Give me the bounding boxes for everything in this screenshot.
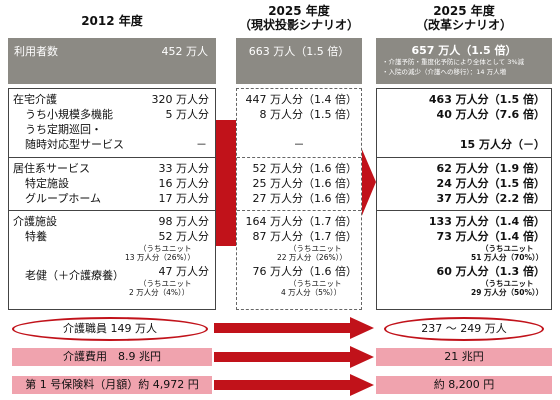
table-2012: 在宅介護 320 万人分 うち小規模多機能 5 万人分 うち定期巡回・ 随時対応… [8,88,216,310]
users-label: 利用者数 [14,45,58,58]
users-2012-cell: 利用者数 452 万人 [8,38,216,84]
header-2012: 2012 年度 [81,14,143,28]
tokuyo-label: 特養 [25,230,47,243]
roken-unit-2012: 2 万人分（4%）） [129,288,190,297]
tokuyo-2025a: 87 万人分（1.7 倍） [252,230,357,243]
table-2025-reform: 463 万人分（1.5 倍） 40 万人分（7.6 倍） 15 万人分（－） 6… [376,88,552,310]
premium-2012: 第 1 号保険料（月額）約 4,972 円 [12,376,212,394]
header-2025a-year: 2025 年度 [268,4,330,18]
tokuyo-unit-2025b: 51 万人分（70%）） [471,253,544,262]
users-2025a-cell: 663 万人（1.5 倍） [236,38,362,84]
tokuyo-unit-2025a: 22 万人分（26%）） [277,253,347,262]
roken-label: 老健（＋介護療養） [25,269,124,282]
tokuyo-unit-label-2012: （うちユニット [139,244,192,253]
premium-arrow [214,374,374,396]
premium-2025: 約 8,200 円 [376,376,552,394]
periodic-2012: － [196,138,207,151]
facility-label: 介護施設 [13,215,57,228]
tokuyo-2012: 52 万人分 [158,230,210,243]
residential-2012: 33 万人分 [158,162,210,175]
facility-2012: 98 万人分 [158,215,210,228]
home-2025b: 463 万人分（1.5 倍） [428,93,545,106]
divider [237,210,361,211]
specified-2025b: 24 万人分（1.5 倍） [436,177,545,190]
cost-2025: 21 兆円 [376,348,552,366]
roken-unit-label-2012: （うちユニット [139,279,192,288]
small-multi-2025b: 40 万人分（7.6 倍） [436,108,545,121]
roken-unit-2025b: 29 万人分（50%）） [471,288,544,297]
cost-2012: 介護費用 8.9 兆円 [12,348,212,366]
tokuyo-2025b: 73 万人分（1.4 倍） [436,230,545,243]
staff-2025: 237 ～ 249 万人 [384,317,544,341]
users-2025a-value: 663 万人（1.5 倍） [248,45,350,58]
users-2025b-cell: 657 万人（1.5 倍） ・介護予防・重度化予防により全体として 3%減 ・入… [376,38,552,84]
specified-2025a: 25 万人分（1.6 倍） [252,177,357,190]
specified-2012: 16 万人分 [158,177,210,190]
staff-2012: 介護職員 149 万人 [12,317,208,341]
table-2025-current: 447 万人分（1.4 倍） 8 万人分（1.5 倍） － 52 万人分（1.6… [236,88,362,310]
header-2025b-year: 2025 年度 [433,4,495,18]
group-home-2012: 17 万人分 [158,192,210,205]
divider [9,210,215,211]
header-2025b-sub: （改革シナリオ） [415,18,512,32]
users-note-2: ・入院の減少（介護への移行）：14 万人増 [382,68,507,76]
header-2025a-sub: （現状投影シナリオ） [238,18,359,32]
home-label: 在宅介護 [13,93,57,106]
roken-2025b: 60 万人分（1.3 倍） [436,265,545,278]
divider [9,157,215,158]
staff-arrow [214,317,374,339]
divider [377,157,551,158]
tokuyo-unit-2012: 13 万人分（26%）） [125,253,195,262]
periodic-2025b: 15 万人分（－） [459,138,545,151]
periodic-label-1: うち定期巡回・ [25,123,102,136]
group-home-label: グループホーム [25,192,102,205]
group-home-2025a: 27 万人分（1.6 倍） [252,192,357,205]
users-note-1: ・介護予防・重度化予防により全体として 3%減 [382,58,525,66]
home-2012: 320 万人分 [151,93,210,106]
roken-unit-label-2025b: （うちユニット [481,279,534,288]
specified-label: 特定施設 [25,177,69,190]
residential-2025a: 52 万人分（1.6 倍） [252,162,357,175]
facility-2025a: 164 万人分（1.7 倍） [245,215,357,228]
roken-2025a: 76 万人分（1.6 倍） [252,265,357,278]
divider [237,157,361,158]
divider [377,210,551,211]
small-multi-2012: 5 万人分 [165,108,210,121]
home-2025a: 447 万人分（1.4 倍） [245,93,357,106]
roken-unit-label-2025a: （うちユニット [289,279,342,288]
tokuyo-unit-label-2025a: （うちユニット [289,244,342,253]
periodic-2025a: － [293,138,305,151]
roken-2012: 47 万人分 [158,265,210,278]
small-multi-2025a: 8 万人分（1.5 倍） [259,108,358,121]
group-home-2025b: 37 万人分（2.2 倍） [436,192,545,205]
tokuyo-unit-label-2025b: （うちユニット [481,244,534,253]
facility-2025b: 133 万人分（1.4 倍） [428,215,545,228]
periodic-label-2: 随時対応型サービス [25,138,124,151]
residential-2025b: 62 万人分（1.9 倍） [436,162,545,175]
cost-arrow [214,346,374,368]
users-2025b-value: 657 万人（1.5 倍） [411,44,517,57]
users-2012-value: 452 万人 [161,45,209,58]
small-multi-label: うち小規模多機能 [25,108,113,121]
residential-label: 居住系サービス [13,162,90,175]
roken-unit-2025a: 4 万人分（5%）） [281,288,342,297]
